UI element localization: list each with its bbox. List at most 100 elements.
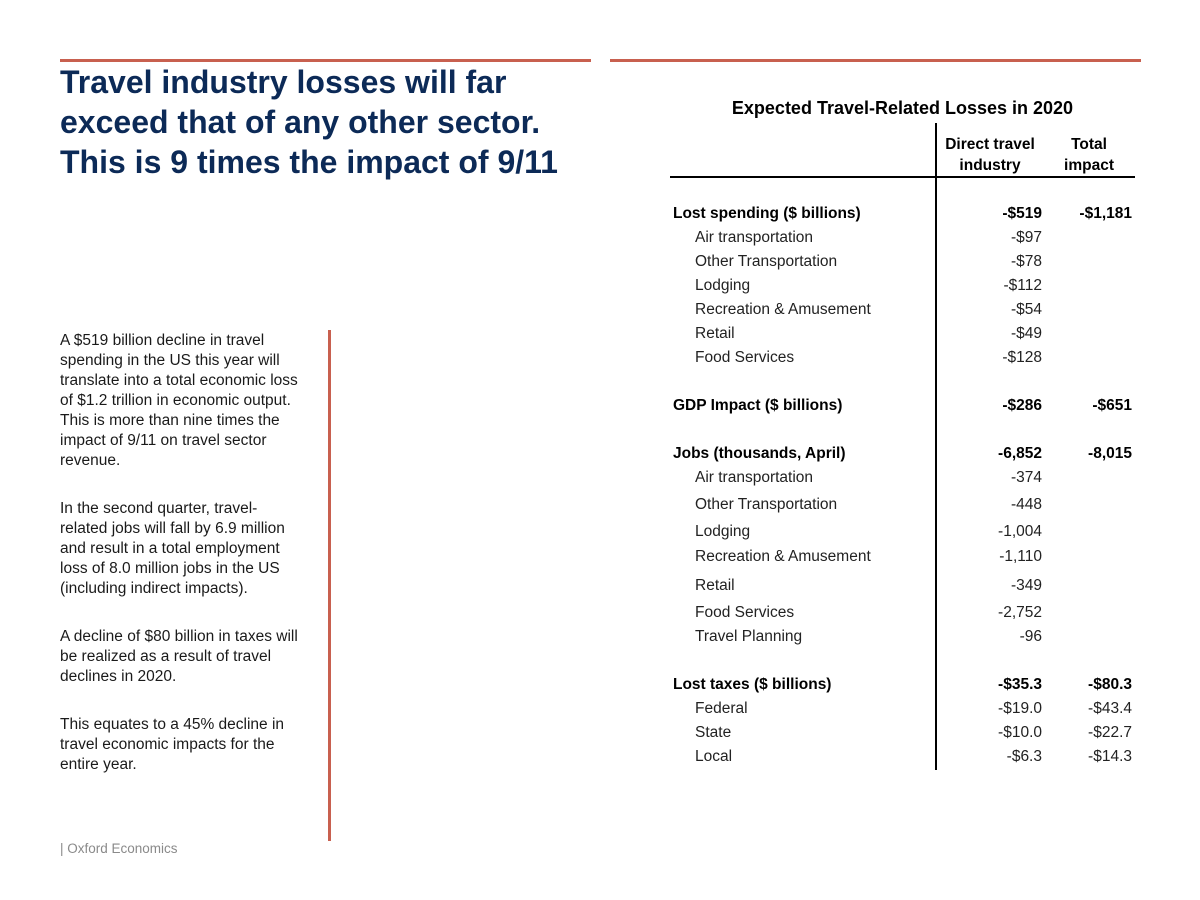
- table-title: Expected Travel-Related Losses in 2020: [731, 98, 1074, 118]
- row-direct-value: -$54: [1010, 301, 1042, 318]
- paragraph-spending: A $519 billion decline in travel spendin…: [60, 331, 322, 471]
- row-label: Food Services: [695, 604, 795, 621]
- paragraph-line: This is more than nine times the: [60, 412, 280, 429]
- paragraph-line: This equates to a 45% decline in: [60, 716, 285, 733]
- title-line: This is 9 times the impact of 9/11: [60, 144, 558, 180]
- paragraph-line: declines in 2020.: [60, 668, 177, 685]
- row-label: Other Transportation: [695, 496, 838, 513]
- table-row: State -$10.0 -$22.7: [670, 722, 1135, 744]
- top-rule-left: [60, 59, 591, 62]
- row-direct-value: -$519: [1002, 205, 1042, 222]
- table-row: Lodging -1,004: [670, 521, 1135, 543]
- column-header-total: Total impact: [1055, 134, 1123, 176]
- row-direct-value: -$78: [1010, 253, 1042, 270]
- footer-source: | Oxford Economics: [60, 841, 178, 856]
- paragraph-line: entire year.: [60, 756, 137, 773]
- table-row-lost-taxes: Lost taxes ($ billions) -$35.3 -$80.3: [670, 674, 1135, 696]
- column-header-line: Direct travel: [945, 136, 1035, 153]
- row-label: Recreation & Amusement: [695, 548, 871, 565]
- row-total-value: -8,015: [1088, 445, 1132, 462]
- table-row: Federal -$19.0 -$43.4: [670, 698, 1135, 720]
- row-direct-value: -349: [1010, 577, 1042, 594]
- table-row: Other Transportation -$78: [670, 251, 1135, 273]
- paragraph-jobs: In the second quarter, travel- related j…: [60, 499, 322, 599]
- paragraph-line: revenue.: [60, 452, 121, 469]
- table-row: Retail -$49: [670, 323, 1135, 345]
- row-label: Air transportation: [695, 469, 814, 486]
- paragraph-line: A $519 billion decline in travel: [60, 332, 265, 349]
- row-direct-value: -96: [1019, 628, 1042, 645]
- row-direct-value: -$128: [1002, 349, 1042, 366]
- paragraph-taxes: A decline of $80 billion in taxes will b…: [60, 627, 322, 687]
- paragraph-line: loss of 8.0 million jobs in the US: [60, 560, 280, 577]
- row-label: Other Transportation: [695, 253, 838, 270]
- row-label: Lost spending ($ billions): [673, 205, 861, 222]
- table-header-divider: [670, 176, 1135, 178]
- row-label: Recreation & Amusement: [695, 301, 871, 318]
- row-direct-value: -$19.0: [998, 700, 1042, 717]
- column-header-line: industry: [959, 157, 1021, 174]
- row-direct-value: -2,752: [998, 604, 1042, 621]
- paragraph-line: spending in the US this year will: [60, 352, 280, 369]
- paragraph-line: (including indirect impacts).: [60, 580, 248, 597]
- row-label: Local: [695, 748, 733, 765]
- row-total-value: -$14.3: [1088, 748, 1132, 765]
- row-total-value: -$22.7: [1088, 724, 1132, 741]
- row-label: Jobs (thousands, April): [673, 445, 846, 462]
- paragraph-line: and result in a total employment: [60, 540, 280, 557]
- row-direct-value: -$286: [1002, 397, 1042, 414]
- paragraph-line: be realized as a result of travel: [60, 648, 272, 665]
- table-column-divider: [935, 123, 937, 770]
- row-label: State: [695, 724, 732, 741]
- row-label: Lodging: [695, 523, 751, 540]
- row-direct-value: -$35.3: [998, 676, 1042, 693]
- column-header-line: impact: [1064, 157, 1114, 174]
- table-row: Food Services -2,752: [670, 602, 1135, 624]
- table-row: Lodging -$112: [670, 275, 1135, 297]
- row-direct-value: -6,852: [998, 445, 1042, 462]
- row-total-value: -$1,181: [1079, 205, 1132, 222]
- table-row: Food Services -$128: [670, 347, 1135, 369]
- row-label: Retail: [695, 325, 735, 342]
- row-label: GDP Impact ($ billions): [673, 397, 843, 414]
- paragraph-line: of $1.2 trillion in economic output.: [60, 392, 291, 409]
- table-row: Air transportation -$97: [670, 227, 1135, 249]
- column-header-line: Total: [1071, 136, 1107, 153]
- paragraph-line: In the second quarter, travel-: [60, 500, 258, 517]
- row-label: Federal: [695, 700, 748, 717]
- row-direct-value: -448: [1010, 496, 1042, 513]
- row-direct-value: -$6.3: [1006, 748, 1042, 765]
- table-row: Retail -349: [670, 575, 1135, 597]
- column-header-direct: Direct travel industry: [938, 134, 1042, 176]
- row-label: Food Services: [695, 349, 795, 366]
- row-total-value: -$80.3: [1088, 676, 1132, 693]
- table-row-gdp-impact: GDP Impact ($ billions) -$286 -$651: [670, 395, 1135, 417]
- vertical-accent-bar: [328, 330, 331, 841]
- paragraph-line: impact of 9/11 on travel sector: [60, 432, 267, 449]
- row-label: Retail: [695, 577, 735, 594]
- table-row: Air transportation -374: [670, 467, 1135, 489]
- table-row: Other Transportation -448: [670, 494, 1135, 516]
- row-total-value: -$43.4: [1088, 700, 1132, 717]
- top-rule-right: [610, 59, 1141, 62]
- row-label: Lodging: [695, 277, 751, 294]
- row-direct-value: -1,004: [998, 523, 1042, 540]
- title-line: exceed that of any other sector.: [60, 104, 541, 140]
- paragraph-decline: This equates to a 45% decline in travel …: [60, 715, 322, 775]
- row-label: Lost taxes ($ billions): [673, 676, 832, 693]
- table-row: Local -$6.3 -$14.3: [670, 746, 1135, 768]
- table-row-jobs: Jobs (thousands, April) -6,852 -8,015: [670, 443, 1135, 465]
- row-direct-value: -374: [1010, 469, 1042, 486]
- row-label: Travel Planning: [695, 628, 803, 645]
- page-title: Travel industry losses will far exceed t…: [60, 62, 600, 182]
- paragraph-line: translate into a total economic loss: [60, 372, 298, 389]
- row-direct-value: -$112: [1003, 277, 1043, 294]
- row-direct-value: -$97: [1010, 229, 1042, 246]
- table-row: Travel Planning -96: [670, 626, 1135, 648]
- paragraph-line: related jobs will fall by 6.9 million: [60, 520, 285, 537]
- row-total-value: -$651: [1092, 397, 1132, 414]
- table-row-lost-spending: Lost spending ($ billions) -$519 -$1,181: [670, 203, 1135, 225]
- row-label: Air transportation: [695, 229, 814, 246]
- paragraph-line: A decline of $80 billion in taxes will: [60, 628, 298, 645]
- row-direct-value: -1,110: [999, 548, 1042, 565]
